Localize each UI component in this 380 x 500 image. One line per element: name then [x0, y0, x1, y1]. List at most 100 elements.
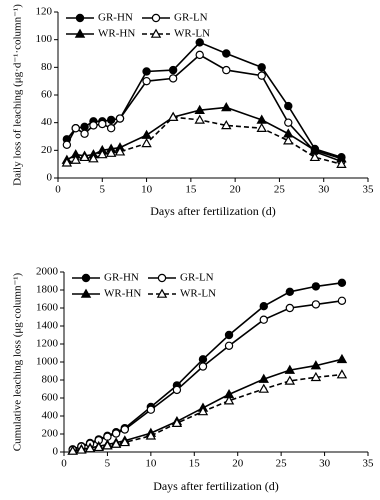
- marker: [62, 140, 72, 149]
- marker: [223, 395, 235, 405]
- x-tick-label: 35: [363, 184, 375, 196]
- marker: [197, 406, 209, 416]
- legend-label: GR-HN: [104, 272, 139, 284]
- legend-label: GR-LN: [174, 12, 208, 24]
- marker: [310, 360, 322, 370]
- marker: [337, 296, 347, 305]
- marker: [80, 122, 89, 132]
- marker: [98, 119, 107, 129]
- x-tick-label: 20: [230, 184, 242, 196]
- y-tick-label: 60: [41, 89, 53, 101]
- x-tick-label: 15: [185, 184, 197, 196]
- marker: [120, 425, 130, 434]
- series-line: [72, 373, 343, 452]
- y-tick-label: 80: [41, 61, 53, 73]
- marker: [224, 341, 234, 350]
- legend-marker: [157, 273, 167, 283]
- marker: [284, 375, 296, 385]
- marker: [283, 135, 294, 145]
- x-tick-label: 15: [189, 458, 201, 470]
- y-tick-label: 120: [36, 6, 53, 18]
- y-tick-label: 1800: [36, 284, 59, 296]
- marker: [256, 122, 267, 132]
- marker: [102, 440, 113, 450]
- marker: [67, 445, 78, 455]
- series-line: [72, 358, 343, 452]
- y-tick-label: 40: [41, 116, 53, 128]
- x-tick-label: 10: [141, 184, 153, 196]
- x-tick-label: 0: [61, 458, 67, 470]
- marker: [337, 278, 347, 287]
- marker: [284, 118, 293, 127]
- marker: [93, 441, 104, 452]
- marker: [309, 151, 321, 162]
- y-tick-label: 1000: [36, 356, 59, 368]
- marker: [70, 154, 81, 164]
- legend-marker: [80, 288, 92, 298]
- marker: [168, 74, 178, 83]
- y-axis-label: Daily loss of leaching (μg·d⁻¹·column⁻¹): [12, 4, 24, 186]
- series-line: [66, 53, 342, 163]
- legend-marker: [81, 273, 91, 283]
- marker: [171, 417, 183, 427]
- marker: [141, 129, 152, 139]
- marker: [222, 49, 231, 58]
- marker: [115, 114, 125, 123]
- y-tick-label: 600: [42, 392, 59, 404]
- marker: [80, 129, 89, 138]
- series-line: [72, 282, 343, 451]
- y-tick-label: 20: [41, 144, 53, 156]
- y-tick-label: 0: [47, 172, 53, 184]
- marker: [71, 123, 80, 133]
- marker: [119, 436, 131, 447]
- y-tick-label: 1400: [36, 320, 59, 332]
- marker: [221, 120, 232, 130]
- legend-label: WR-LN: [174, 28, 210, 40]
- legend-marker: [74, 28, 86, 38]
- marker: [76, 444, 87, 454]
- marker: [257, 71, 266, 80]
- y-tick-label: 2000: [36, 266, 59, 278]
- legend-marker: [75, 13, 85, 23]
- legend-marker: [151, 13, 161, 23]
- marker: [198, 355, 208, 364]
- x-tick-label: 20: [232, 458, 244, 470]
- x-tick-label: 10: [145, 458, 157, 470]
- marker: [259, 315, 268, 324]
- marker: [195, 38, 204, 47]
- legend-label: GR-HN: [98, 12, 133, 24]
- marker: [336, 369, 348, 379]
- marker: [106, 115, 116, 125]
- x-tick-label: 25: [276, 458, 288, 470]
- marker: [61, 157, 73, 167]
- marker: [194, 104, 205, 115]
- x-tick-label: 30: [319, 458, 331, 470]
- y-tick-label: 400: [42, 410, 59, 422]
- marker: [310, 371, 322, 382]
- legend-label: GR-LN: [180, 272, 214, 284]
- legend-marker: [156, 288, 168, 298]
- y-tick-label: 200: [42, 428, 59, 440]
- marker: [88, 153, 99, 163]
- marker: [89, 121, 98, 130]
- marker: [221, 102, 232, 112]
- marker: [194, 114, 205, 124]
- series-line: [72, 300, 343, 451]
- x-tick-label: 5: [100, 184, 106, 196]
- marker: [285, 287, 295, 296]
- marker: [336, 353, 348, 364]
- marker: [167, 111, 179, 121]
- marker: [195, 50, 204, 60]
- marker: [258, 373, 270, 383]
- marker: [142, 67, 151, 76]
- marker: [336, 158, 347, 168]
- marker: [105, 147, 117, 157]
- marker: [224, 330, 234, 340]
- x-tick-label: 0: [55, 184, 61, 196]
- marker: [110, 438, 122, 448]
- x-tick-label: 25: [274, 184, 286, 196]
- legend-label: WR-LN: [180, 288, 216, 300]
- x-axis-label: Days after fertilization (d): [153, 479, 279, 493]
- marker: [146, 405, 156, 414]
